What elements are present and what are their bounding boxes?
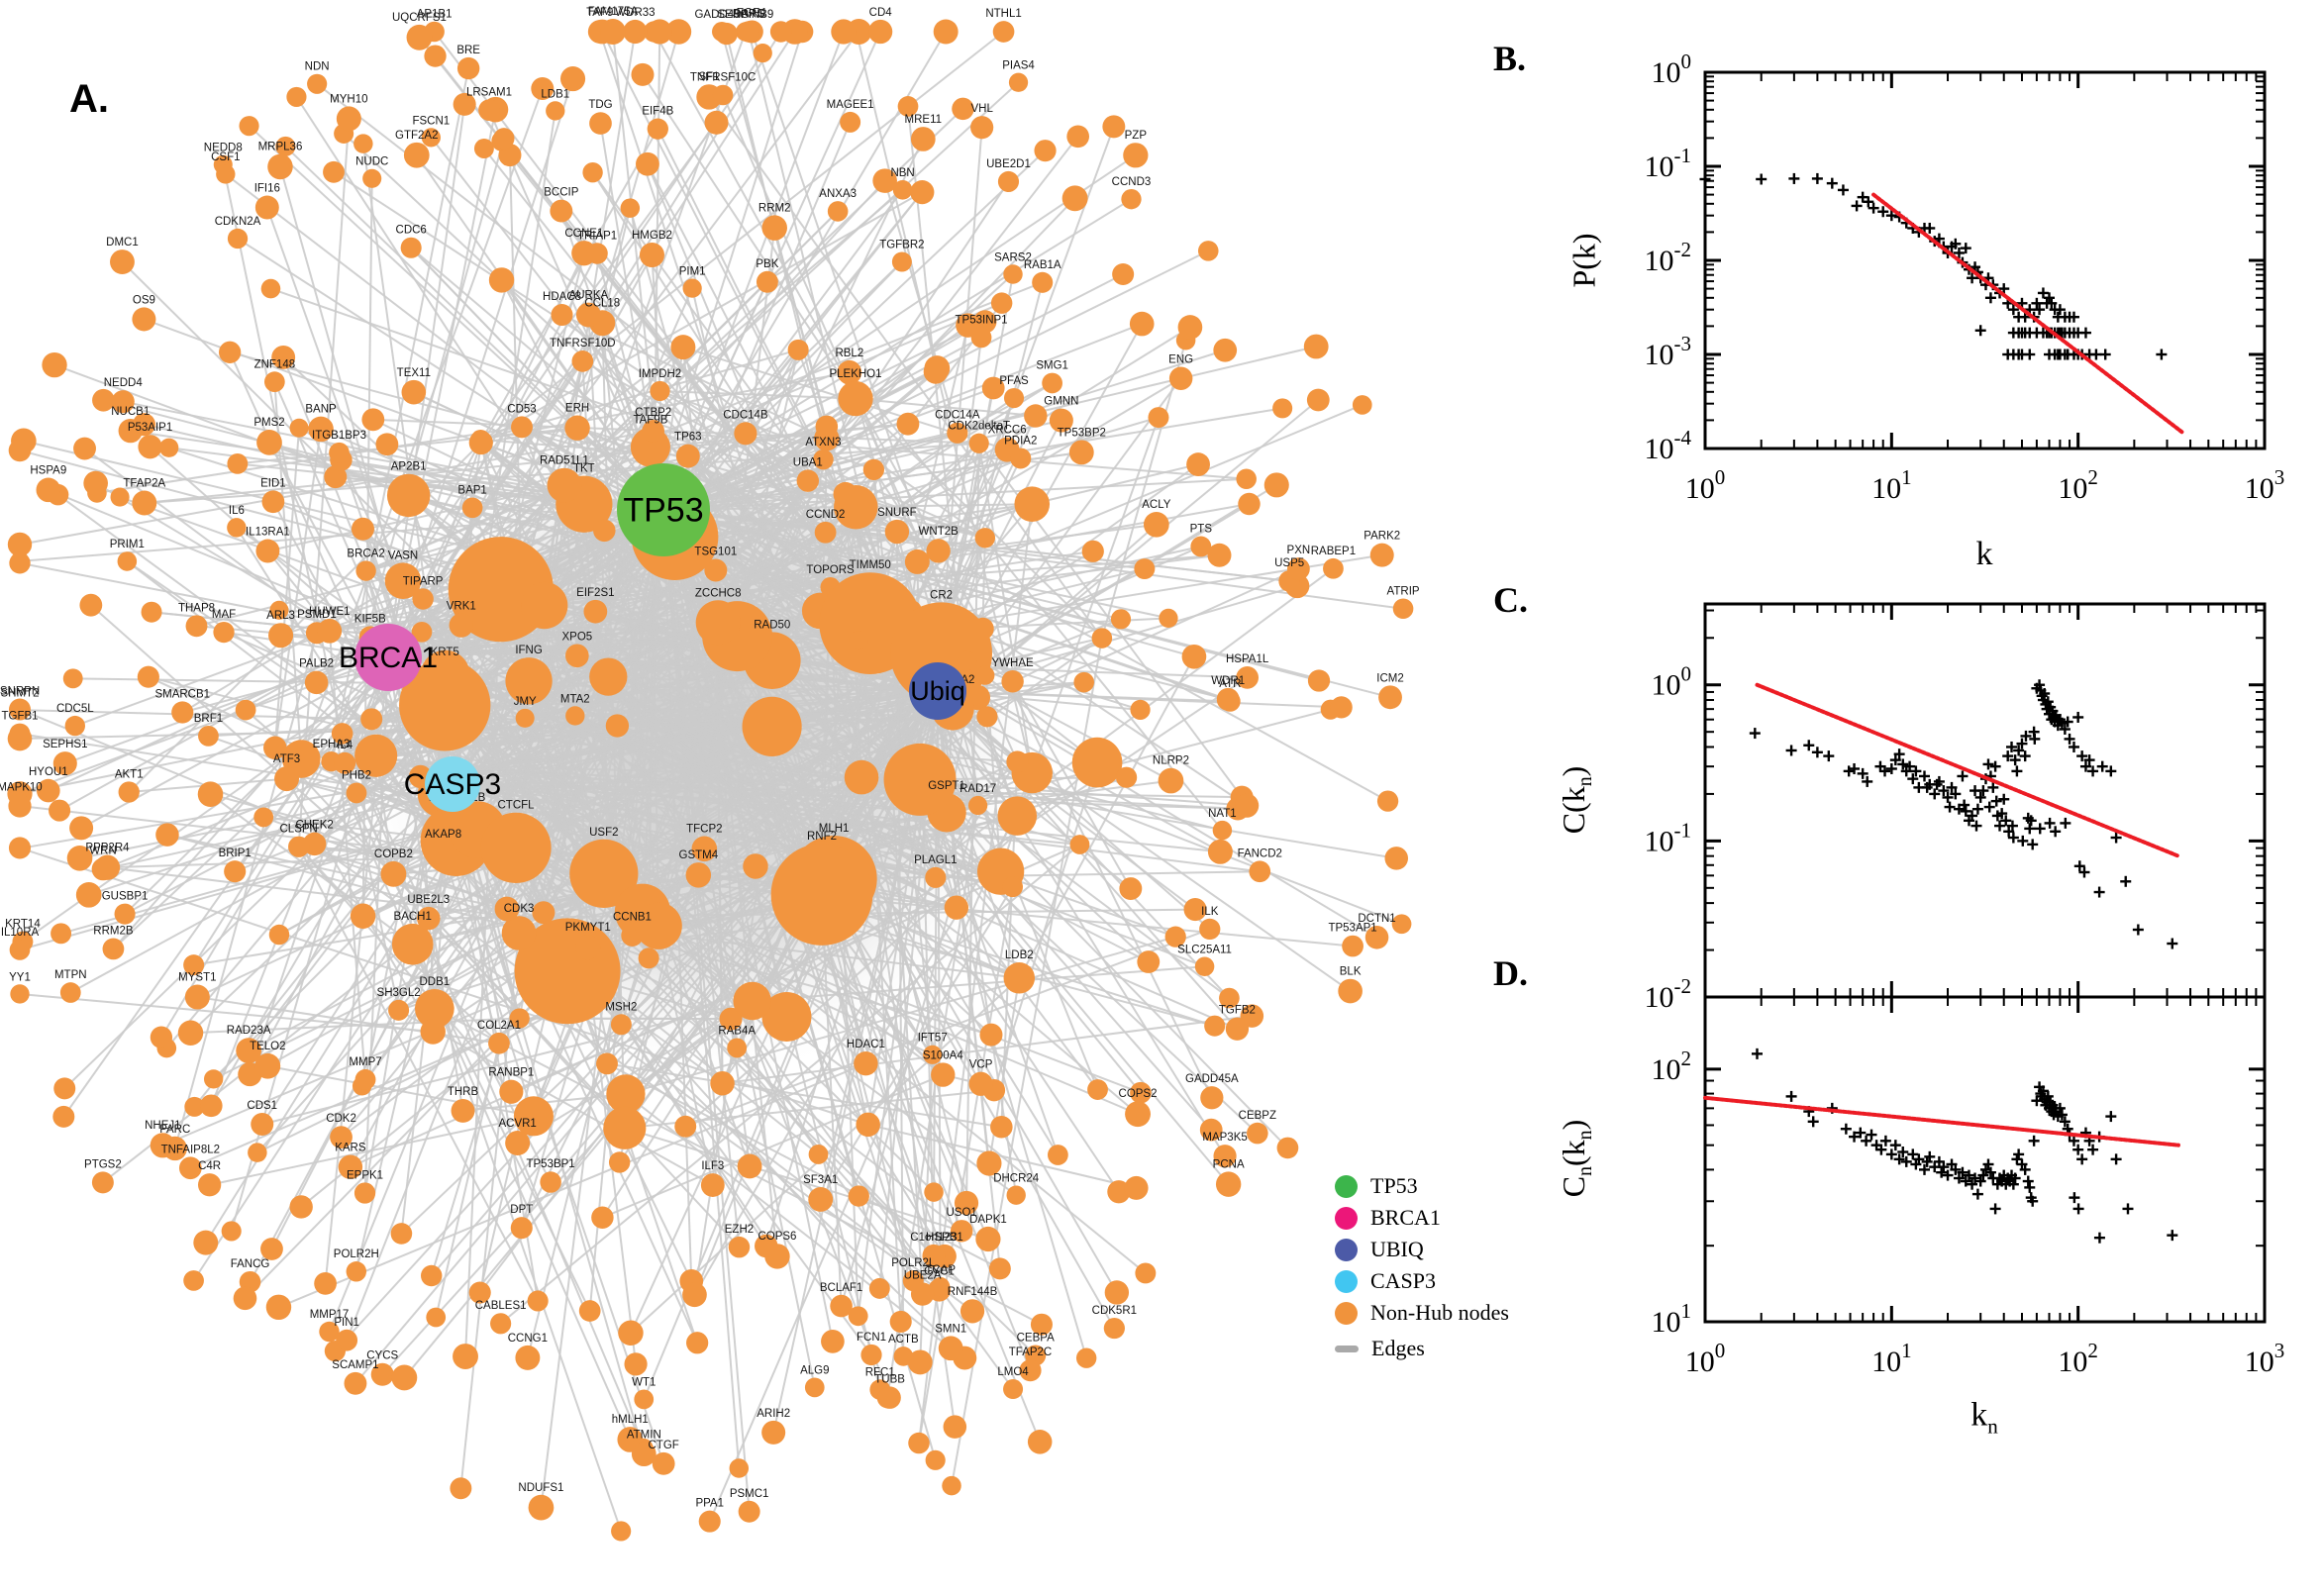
legend-label: UBIQ [1370, 1237, 1424, 1261]
svg-text:102: 102 [2058, 465, 2098, 505]
svg-text:100: 100 [1652, 662, 1692, 702]
svg-text:101: 101 [1652, 1299, 1692, 1339]
svg-text:101: 101 [1871, 465, 1912, 505]
ppi-network: USF2ICM2CDC6COPS6BCCIPCCNB1CDK3CCND2WDR3… [0, 6, 1420, 1542]
svg-text:100: 100 [1685, 465, 1726, 505]
legend-label: CASP3 [1370, 1268, 1437, 1293]
svg-text:100: 100 [1652, 50, 1692, 89]
node-swatch-icon [1335, 1269, 1358, 1293]
svg-text:10-3: 10-3 [1645, 332, 1692, 371]
legend-item-casp3: CASP3 [1335, 1266, 1436, 1296]
svg-text:10-1: 10-1 [1645, 818, 1692, 857]
chart-ckn: 100 10-1 10-2 [1645, 602, 2267, 1014]
legend-label: Edges [1371, 1336, 1425, 1360]
svg-text:101: 101 [1871, 1339, 1912, 1378]
legend-label: Non-Hub nodes [1370, 1300, 1509, 1325]
legend-item-brca1: BRCA1 [1335, 1203, 1441, 1233]
edge-swatch-icon [1335, 1345, 1359, 1352]
legend-item-ubiq: UBIQ [1335, 1235, 1424, 1264]
panel-c-label: C. [1493, 580, 1528, 620]
svg-text:102: 102 [2058, 1339, 2098, 1378]
panel-d-label: D. [1493, 953, 1528, 993]
panel-b-label: B. [1493, 39, 1527, 78]
svg-text:102: 102 [1652, 1047, 1692, 1086]
network-legend: TP53 BRCA1 UBIQ CASP3 Non-Hub nodes Edges [1335, 1171, 1632, 1399]
axis-label-k: k [1975, 536, 1993, 572]
legend-item-non-hub-nodes: Non-Hub nodes [1335, 1298, 1509, 1328]
legend-item-edges: Edges [1335, 1334, 1425, 1363]
legend-item-tp53: TP53 [1335, 1171, 1418, 1201]
svg-text:103: 103 [2245, 1339, 2285, 1378]
svg-text:103: 103 [2245, 465, 2285, 505]
svg-text:10-2: 10-2 [1645, 238, 1692, 277]
svg-text:10-4: 10-4 [1645, 426, 1692, 465]
panel-a-label: A. [69, 77, 109, 121]
svg-text:10-1: 10-1 [1645, 144, 1692, 183]
node-swatch-icon [1335, 1206, 1358, 1230]
svg-text:10-2: 10-2 [1645, 974, 1692, 1014]
node-swatch-icon [1335, 1238, 1358, 1261]
axis-label-kn: kn [1970, 1396, 1998, 1439]
node-swatch-icon [1335, 1301, 1358, 1325]
node-swatch-icon [1335, 1174, 1358, 1198]
legend-label: TP53 [1370, 1173, 1418, 1198]
svg-text:100: 100 [1685, 1339, 1726, 1378]
legend-label: BRCA1 [1370, 1205, 1441, 1230]
